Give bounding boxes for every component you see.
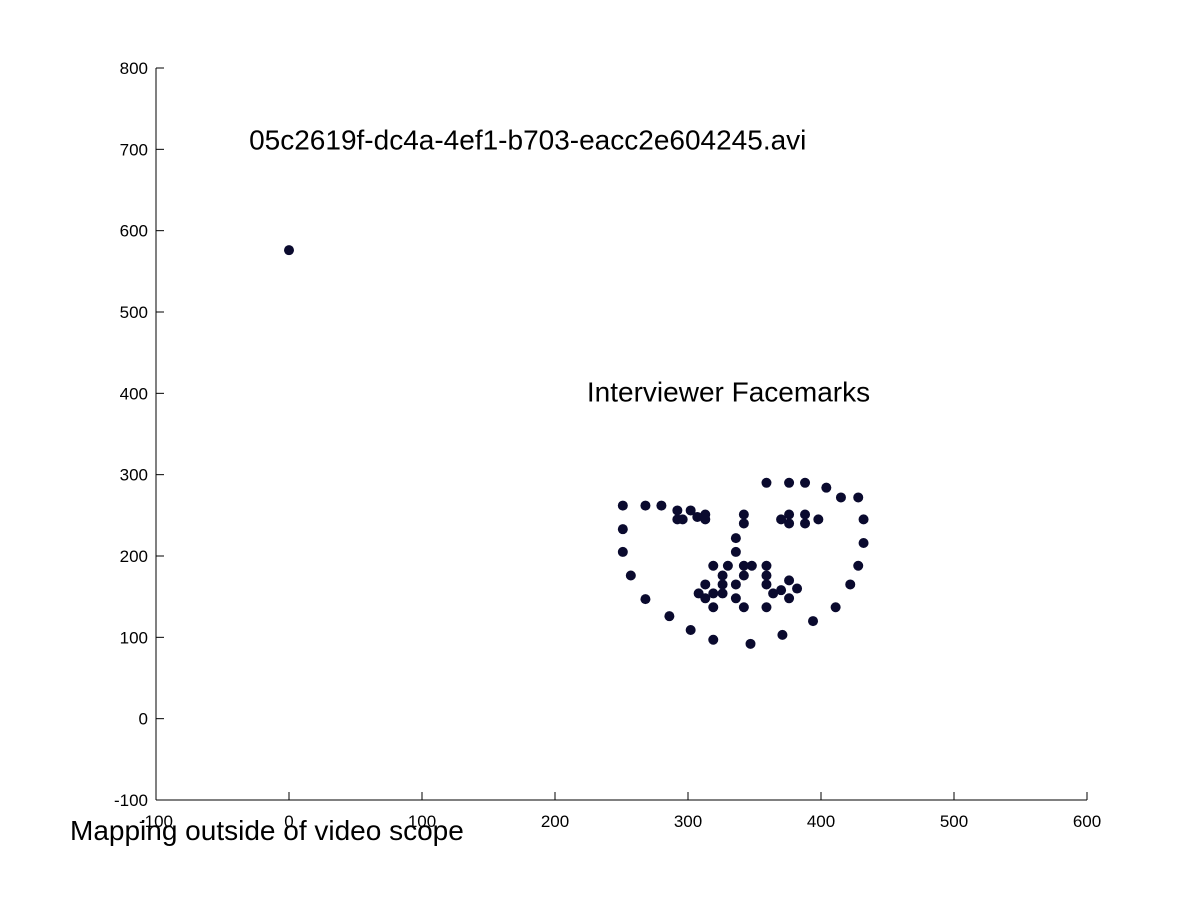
facemark-point: [784, 593, 795, 604]
facemark-point: [617, 546, 628, 557]
facemark-point: [853, 492, 864, 503]
facemark-point: [761, 602, 772, 613]
facemark-point: [858, 514, 869, 525]
facemark-point: [717, 579, 728, 590]
axes-frame: [155, 68, 1087, 801]
x-tick-label: -100: [139, 812, 173, 831]
facemark-point: [708, 602, 719, 613]
facemark-point: [625, 570, 636, 581]
facemark-point: [830, 602, 841, 613]
facemark-point: [656, 500, 667, 511]
facemark-point: [730, 579, 741, 590]
facemark-point: [640, 594, 651, 605]
facemark-point: [700, 593, 711, 604]
facemark-point: [738, 560, 749, 571]
facemark-point: [677, 514, 688, 525]
facemark-point: [685, 505, 696, 516]
facemark-point: [761, 560, 772, 571]
facemark-point: [784, 477, 795, 488]
facemark-point: [738, 518, 749, 529]
facemark-point: [617, 500, 628, 511]
y-tick-label: 400: [120, 384, 148, 403]
y-axis-ticks: -100 0 100 200 300 400 500 600 700 800: [114, 59, 164, 810]
y-tick-label: 200: [120, 547, 148, 566]
facemark-point: [708, 588, 719, 599]
y-tick-label: 700: [120, 140, 148, 159]
facemark-point: [692, 511, 703, 522]
facemark-point: [746, 560, 757, 571]
x-tick-label: 400: [807, 812, 835, 831]
facemarks-annotation: Interviewer Facemarks: [587, 376, 870, 407]
facemark-point: [738, 509, 749, 520]
facemark-point: [845, 579, 856, 590]
facemark-point: [722, 560, 733, 571]
facemark-point: [761, 579, 772, 590]
x-tick-label: 0: [284, 812, 293, 831]
facemark-point: [800, 518, 811, 529]
facemark-point: [808, 616, 819, 627]
y-tick-label: 500: [120, 303, 148, 322]
facemark-point: [717, 588, 728, 599]
facemark-point: [800, 477, 811, 488]
y-tick-label: 300: [120, 466, 148, 485]
facemark-point: [730, 546, 741, 557]
facemark-point: [792, 583, 803, 594]
filename-annotation: 05c2619f-dc4a-4ef1-b703-eacc2e604245.avi: [249, 124, 806, 155]
facemark-point: [821, 482, 832, 493]
facemark-point: [776, 585, 787, 596]
facemark-point: [730, 593, 741, 604]
facemark-point: [672, 505, 683, 516]
y-tick-label: 600: [120, 222, 148, 241]
facemark-point: [784, 509, 795, 520]
facemark-point: [784, 575, 795, 586]
facemark-point: [761, 570, 772, 581]
facemark-point: [717, 570, 728, 581]
facemark-point: [745, 638, 756, 649]
facemark-point: [858, 537, 869, 548]
x-tick-label: 300: [674, 812, 702, 831]
outside-scope-note: Mapping outside of video scope: [70, 815, 464, 846]
facemark-point: [617, 524, 628, 535]
facemark-point: [664, 611, 675, 622]
facemark-point: [730, 533, 741, 544]
facemark-point: [708, 560, 719, 571]
y-tick-label: 100: [120, 628, 148, 647]
facemark-point: [800, 509, 811, 520]
x-tick-label: 100: [408, 812, 436, 831]
facemark-point: [784, 518, 795, 529]
y-tick-label: -100: [114, 791, 148, 810]
facemark-points: [284, 245, 869, 649]
facemark-point: [738, 570, 749, 581]
x-tick-label: 200: [541, 812, 569, 831]
x-tick-label: 500: [940, 812, 968, 831]
facemark-point: [640, 500, 651, 511]
y-tick-label: 800: [120, 59, 148, 78]
facemark-point: [776, 514, 787, 525]
facemark-point: [761, 477, 772, 488]
facemark-point: [813, 514, 824, 525]
facemark-point: [835, 492, 846, 503]
facemark-point: [284, 245, 294, 256]
facemark-point: [700, 579, 711, 590]
facemark-point: [777, 629, 788, 640]
y-tick-label: 0: [139, 710, 148, 729]
facemark-point: [708, 634, 719, 645]
facemark-point: [768, 588, 779, 599]
facemark-point: [738, 602, 749, 613]
facemark-point: [700, 514, 711, 525]
facemark-point: [853, 560, 864, 571]
facemark-point: [685, 625, 696, 636]
x-axis-ticks: -100 0 100 200 300 400 500 600: [139, 792, 1101, 831]
x-tick-label: 600: [1073, 812, 1101, 831]
